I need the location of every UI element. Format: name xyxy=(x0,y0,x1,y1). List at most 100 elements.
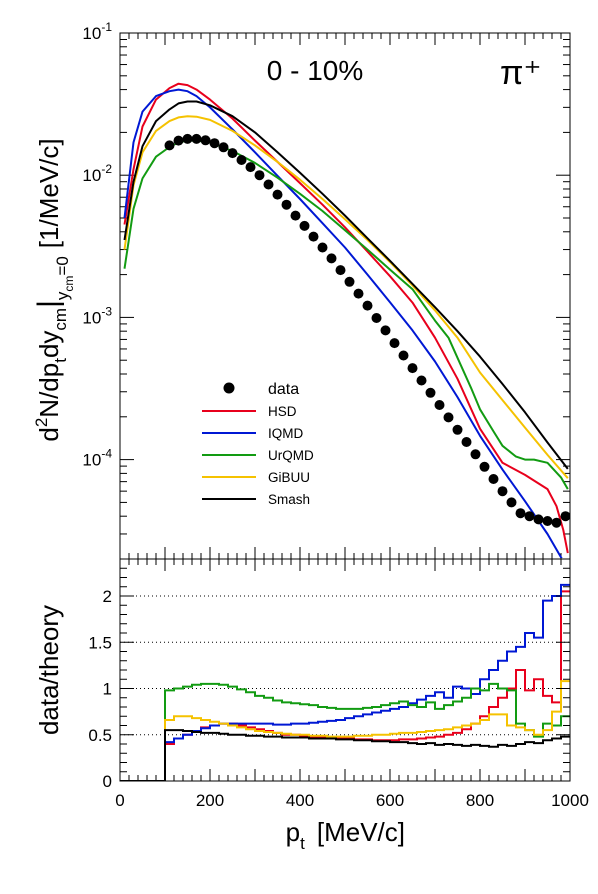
curve-iqmd xyxy=(123,88,563,558)
data-point xyxy=(542,516,553,526)
tick-exponent: -2 xyxy=(101,162,112,176)
data-point xyxy=(497,486,508,497)
x-tick-label: 400 xyxy=(286,791,314,810)
tick-mantissa: 10 xyxy=(82,166,101,185)
ylabel-sub-t: t xyxy=(51,358,70,363)
data-point xyxy=(452,424,463,435)
x-tick-label: 1000 xyxy=(551,791,589,810)
data-point xyxy=(389,338,400,349)
svg-text:d2N/dptdycm|ycm=0[1/MeV/c]: d2N/dptdycm|ycm=0[1/MeV/c] xyxy=(32,138,76,441)
data-point xyxy=(308,231,319,242)
ylabel-d: d xyxy=(34,427,64,441)
ratio-reference-lines xyxy=(120,595,570,736)
ylabel-sup: 2 xyxy=(32,418,51,427)
data-point xyxy=(200,135,211,146)
tick-mantissa: 10 xyxy=(82,451,101,470)
bottom-plot-frame xyxy=(119,558,571,782)
data-point xyxy=(254,170,265,181)
data-point xyxy=(461,437,472,447)
x-tick-label: 800 xyxy=(466,791,494,810)
legend-data-marker xyxy=(223,382,235,394)
data-point xyxy=(434,400,445,410)
bottom-panel-ticks xyxy=(119,558,571,782)
data-point xyxy=(218,142,229,153)
top-y-tick-labels: 10-110-210-310-4 xyxy=(82,20,112,470)
bottom-y-tick-label: 1.5 xyxy=(88,633,112,652)
data-point xyxy=(380,325,391,336)
tick-mantissa: 10 xyxy=(82,24,101,43)
ylabel-sub-cm2: cm xyxy=(62,276,76,292)
bottom-panel: 00.511.52 0 200 400 600 800 1000 data/theory … xyxy=(34,558,589,853)
top-panel-ticks xyxy=(119,32,571,560)
ylabel-sub-y: y xyxy=(53,291,72,300)
ratio-step-smash xyxy=(120,729,570,781)
x-tick-label: 600 xyxy=(376,791,404,810)
top-y-tick-label: 10-2 xyxy=(82,162,112,185)
legend-label-data: data xyxy=(268,381,299,398)
data-point xyxy=(326,253,337,264)
top-panel: 10-110-210-310-4 0 - 10% π⁺ d2N/dptdycm|… xyxy=(32,20,571,560)
top-y-tick-label: 10-4 xyxy=(82,447,112,470)
legend-label-iqmd: IQMD xyxy=(268,426,303,441)
curve-hsd xyxy=(123,82,569,554)
data-point xyxy=(344,276,355,287)
bottom-y-tick-label: 2 xyxy=(103,587,112,606)
bottom-y-tick-label: 0.5 xyxy=(88,726,112,745)
ylabel-bar: | xyxy=(32,300,65,308)
data-point xyxy=(173,135,184,146)
xlabel-unit: [MeV/c] xyxy=(317,817,405,847)
data-point xyxy=(191,133,202,144)
data-point xyxy=(290,210,301,221)
x-axis-title: pt [MeV/c] xyxy=(286,817,405,853)
bottom-y-tick-label: 1 xyxy=(103,680,112,699)
ratio-histograms xyxy=(120,583,570,781)
data-point xyxy=(533,514,544,525)
data-point xyxy=(479,461,490,472)
data-point xyxy=(245,162,256,173)
data-point xyxy=(272,189,283,200)
data-point xyxy=(416,375,427,386)
curve-gibuu xyxy=(123,115,569,479)
data-point xyxy=(407,363,418,374)
data-point xyxy=(560,511,570,522)
bottom-y-tick-labels: 0 0.5 1 1.5 2 xyxy=(88,587,112,791)
data-point xyxy=(515,508,526,519)
x-tick-label: 200 xyxy=(196,791,224,810)
data-point xyxy=(488,474,499,484)
xlabel-sub-t: t xyxy=(300,834,305,853)
legend-label-smash: Smash xyxy=(268,492,310,507)
top-data-points xyxy=(164,133,570,528)
curve-urqmd xyxy=(123,139,569,490)
ylabel-dy: dy xyxy=(34,331,64,358)
data-point xyxy=(227,148,238,159)
legend-label-urqmd: UrQMD xyxy=(268,448,314,463)
bottom-y-axis-title: data/theory xyxy=(34,605,64,735)
ylabel-sub-eq0: =0 xyxy=(53,256,72,275)
data-point xyxy=(281,199,292,210)
data-point xyxy=(263,179,274,190)
top-y-tick-label: 10-1 xyxy=(82,20,112,43)
data-point xyxy=(335,265,346,276)
ratio-step-urqmd xyxy=(120,682,570,781)
tick-exponent: -4 xyxy=(101,447,112,461)
data-point xyxy=(551,517,562,528)
data-point xyxy=(317,242,328,253)
ylabel-unit: [1/MeV/c] xyxy=(34,138,64,248)
data-point xyxy=(353,288,364,299)
x-tick-label: 0 xyxy=(115,791,124,810)
xlabel-p: p xyxy=(286,817,300,847)
data-point xyxy=(506,497,517,508)
data-point xyxy=(371,313,382,323)
data-point xyxy=(164,140,175,151)
ylabel-n: N/dp xyxy=(34,363,64,418)
data-point xyxy=(398,350,409,361)
x-tick-labels: 0 200 400 600 800 1000 xyxy=(115,791,589,810)
particle-label: π⁺ xyxy=(500,54,541,92)
data-point xyxy=(182,133,193,144)
data-point xyxy=(470,449,481,460)
data-point xyxy=(209,138,220,149)
top-y-axis-title: d2N/dptdycm|ycm=0[1/MeV/c] xyxy=(32,138,76,441)
ratio-step-iqmd xyxy=(120,583,570,781)
top-plot-frame xyxy=(119,32,571,560)
